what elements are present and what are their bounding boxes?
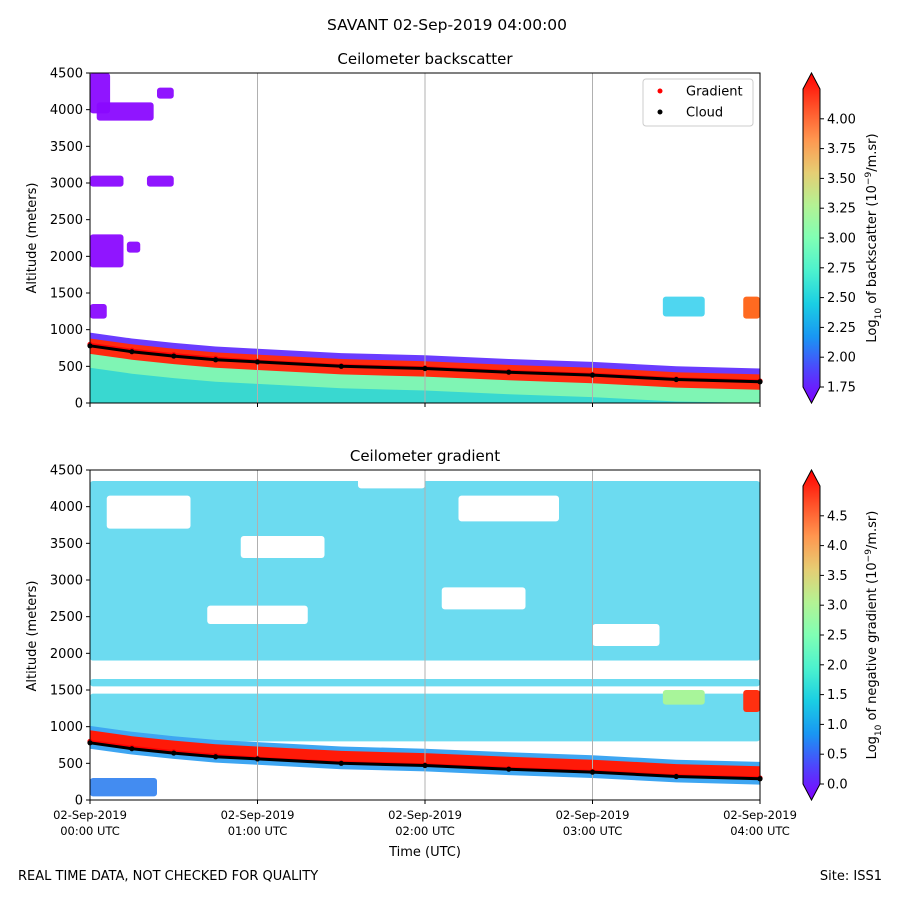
gradient-legend-label: Gradient xyxy=(686,85,743,100)
ytick-label: 3500 xyxy=(50,140,83,155)
cloud-patch xyxy=(743,296,760,319)
gradient-title: Ceilometer gradient xyxy=(350,447,500,465)
colorbar-scale xyxy=(802,468,821,802)
colorbar-tick-label: 2.75 xyxy=(827,261,856,276)
data-gap xyxy=(458,495,559,522)
legend: Gradient Cloud xyxy=(642,78,754,127)
backscatter-title: Ceilometer backscatter xyxy=(337,50,513,68)
colorbar-tick-label: 2.0 xyxy=(827,658,848,673)
colorbar-tick-label: 3.0 xyxy=(827,599,848,614)
quality-disclaimer: REAL TIME DATA, NOT CHECKED FOR QUALITY xyxy=(18,869,319,884)
backscatter-colorbar: 1.75 2.00 2.25 2.50 2.75 3.00 3.25 3.50 3.75 4.00… xyxy=(802,71,884,405)
colorbar-label: Log10 of backscatter (10−9/m.sr) xyxy=(864,133,884,342)
surface-layer xyxy=(90,778,157,797)
ytick-label: 1000 xyxy=(50,720,83,735)
gradient-legend-marker xyxy=(657,88,663,94)
cloud-patch xyxy=(126,241,141,253)
ytick-label: 3000 xyxy=(50,177,83,192)
xtick-time: 01:00 UTC xyxy=(228,824,288,838)
gradient-plot-area xyxy=(87,469,763,801)
gradient-ylabel: Altitude (meters) xyxy=(25,581,40,692)
data-gap xyxy=(240,536,325,558)
colorbar-tick-label: 2.00 xyxy=(827,351,856,366)
ytick-label: 4500 xyxy=(50,464,83,479)
colorbar-tick-label: 2.5 xyxy=(827,629,848,644)
ytick-label: 2500 xyxy=(50,213,83,228)
colorbar-tick-label: 2.50 xyxy=(827,291,856,306)
cloud-legend-marker xyxy=(657,109,663,115)
colorbar-tick-label: 2.25 xyxy=(827,321,856,336)
colorbar-tick-label: 4.0 xyxy=(827,539,848,554)
cloud-line xyxy=(89,741,761,781)
colorbar-tick-label: 3.00 xyxy=(827,232,856,247)
ytick-label: 500 xyxy=(58,757,83,772)
figure-suptitle: SAVANT 02-Sep-2019 04:00:00 xyxy=(327,16,567,34)
xtick-date: 02-Sep-2019 xyxy=(723,808,797,822)
cloud-patch xyxy=(662,296,705,317)
cloud-patch xyxy=(90,234,124,268)
ytick-label: 4500 xyxy=(50,67,83,82)
data-gap xyxy=(358,470,425,489)
colorbar-tick-label: 1.5 xyxy=(827,688,848,703)
colorbar-tick-label: 3.75 xyxy=(827,142,856,157)
ytick-label: 3500 xyxy=(50,537,83,552)
cloud-patch xyxy=(146,175,174,187)
data-gap xyxy=(106,495,191,529)
xtick-date: 02-Sep-2019 xyxy=(556,808,630,822)
colorbar-tick-label: 3.50 xyxy=(827,172,856,187)
ytick-label: 2000 xyxy=(50,250,83,265)
backscatter-yticks: 0 500 1000 1500 2000 2500 3000 3500 4000 4500 xyxy=(50,67,90,412)
cloud-patch xyxy=(743,690,760,712)
backscatter-ylabel: Altitude (meters) xyxy=(25,183,40,294)
ytick-label: 2000 xyxy=(50,647,83,662)
ytick-label: 4000 xyxy=(50,103,83,118)
ytick-label: 3000 xyxy=(50,574,83,589)
gradient-yticks: 0 500 1000 1500 2000 2500 3000 3500 4000 4500 xyxy=(50,464,90,809)
colorbar-tick-label: 0.5 xyxy=(827,748,848,763)
colorbar-tick-label: 3.25 xyxy=(827,202,856,217)
cloud-patch xyxy=(662,690,705,705)
ytick-label: 1500 xyxy=(50,684,83,699)
cloud-patch xyxy=(157,87,174,99)
colorbar-tick-label: 1.75 xyxy=(827,381,856,396)
time-xlabel: Time (UTC) xyxy=(388,845,461,860)
cloud-patch xyxy=(96,102,154,121)
colorbar-tick-label: 3.5 xyxy=(827,569,848,584)
colorbar-tick-label: 4.00 xyxy=(827,112,856,127)
backscatter-plot-area xyxy=(87,72,763,404)
colorbar-tick-label: 1.0 xyxy=(827,718,848,733)
ytick-label: 0 xyxy=(75,794,83,809)
gradient-panel: Ceilometer gradient Altitude (meters) 0 5… xyxy=(25,447,884,838)
legend-box xyxy=(642,78,754,127)
colorbar-label: Log10 of negative gradient (10−9/m.sr) xyxy=(864,511,884,760)
xtick-time: 00:00 UTC xyxy=(60,824,120,838)
ytick-label: 2500 xyxy=(50,610,83,625)
xtick-time: 03:00 UTC xyxy=(563,824,623,838)
cloud-patch xyxy=(90,304,107,319)
ytick-label: 1500 xyxy=(50,287,83,302)
ytick-label: 1000 xyxy=(50,323,83,338)
gradient-xticks: 02-Sep-2019 00:00 UTC 02-Sep-2019 01:00 UTC… xyxy=(53,800,797,838)
cloud-line xyxy=(89,344,761,384)
ytick-label: 4000 xyxy=(50,500,83,515)
data-gap xyxy=(441,587,526,610)
ytick-label: 500 xyxy=(58,360,83,375)
xtick-date: 02-Sep-2019 xyxy=(221,808,295,822)
site-label: Site: ISS1 xyxy=(819,869,882,884)
colorbar-scale xyxy=(802,71,821,405)
cloud-patch xyxy=(90,175,124,187)
xtick-time: 02:00 UTC xyxy=(395,824,455,838)
colorbar-tick-label: 0.0 xyxy=(827,778,848,793)
cloud-legend-label: Cloud xyxy=(686,106,723,121)
xtick-date: 02-Sep-2019 xyxy=(53,808,127,822)
xtick-time: 04:00 UTC xyxy=(730,824,790,838)
colorbar-tick-label: 4.5 xyxy=(827,509,848,524)
backscatter-xticks xyxy=(89,403,761,407)
gradient-colorbar: 0.0 0.5 1.0 1.5 2.0 2.5 3.0 3.5 4.0 4.5 Log10 of n… xyxy=(802,468,884,802)
data-gap xyxy=(592,624,660,646)
ytick-label: 0 xyxy=(75,397,83,412)
xtick-date: 02-Sep-2019 xyxy=(388,808,462,822)
backscatter-panel: Ceilometer backscatter Altitude (meters)… xyxy=(25,50,884,412)
